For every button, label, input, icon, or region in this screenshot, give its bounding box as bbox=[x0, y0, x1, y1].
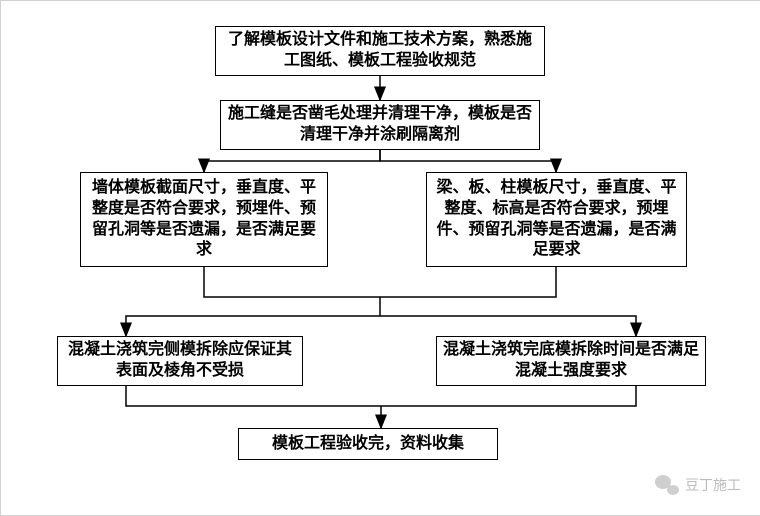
node-text: 施工缝是否凿毛处理并清理干净，模板是否清理干净并涂刷隔离剂 bbox=[227, 104, 533, 146]
node-text: 梁、板、柱模板尺寸，垂直度、平整度、标高是否符合要求，预埋件、预留孔洞等是否遗漏… bbox=[433, 178, 680, 261]
node-acceptance: 模板工程验收完，资料收集 bbox=[238, 428, 498, 460]
watermark-text: 豆丁施工 bbox=[685, 475, 741, 495]
watermark: 豆丁施工 bbox=[655, 475, 741, 495]
node-text: 混凝土浇筑完侧模拆除应保证其表面及棱角不受损 bbox=[64, 340, 296, 382]
node-intro: 了解模板设计文件和施工技术方案，熟悉施工图纸、模板工程验收规范 bbox=[215, 26, 545, 76]
node-bottom-form-removal: 混凝土浇筑完底模拆除时间是否满足混凝土强度要求 bbox=[436, 336, 706, 386]
node-text: 混凝土浇筑完底模拆除时间是否满足混凝土强度要求 bbox=[443, 340, 699, 382]
node-text: 了解模板设计文件和施工技术方案，熟悉施工图纸、模板工程验收规范 bbox=[222, 30, 538, 72]
node-text: 模板工程验收完，资料收集 bbox=[272, 434, 464, 455]
node-text: 墙体模板截面尺寸，垂直度、平整度是否符合要求，预埋件、预留孔洞等是否遗漏，是否满… bbox=[87, 178, 321, 261]
flowchart-container: 了解模板设计文件和施工技术方案，熟悉施工图纸、模板工程验收规范 施工缝是否凿毛处… bbox=[0, 0, 760, 516]
node-wall-formwork: 墙体模板截面尺寸，垂直度、平整度是否符合要求，预埋件、预留孔洞等是否遗漏，是否满… bbox=[80, 172, 328, 267]
node-beam-formwork: 梁、板、柱模板尺寸，垂直度、平整度、标高是否符合要求，预埋件、预留孔洞等是否遗漏… bbox=[426, 172, 687, 267]
node-joint-check: 施工缝是否凿毛处理并清理干净，模板是否清理干净并涂刷隔离剂 bbox=[220, 100, 540, 150]
node-side-form-removal: 混凝土浇筑完侧模拆除应保证其表面及棱角不受损 bbox=[57, 336, 303, 386]
wechat-icon bbox=[655, 475, 679, 495]
